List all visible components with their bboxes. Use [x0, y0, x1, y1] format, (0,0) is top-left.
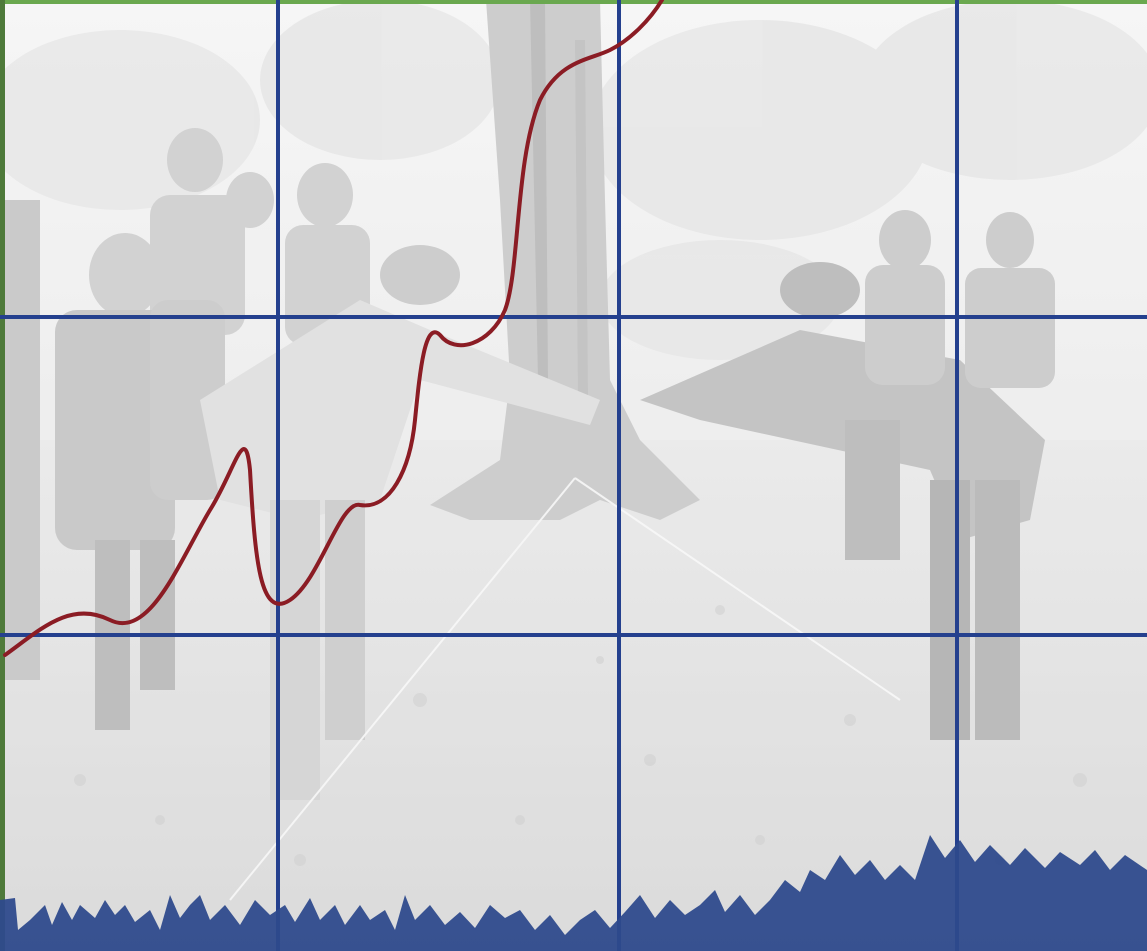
bottom-jagged-silhouette: [0, 835, 1147, 951]
ground-rope: [229, 477, 901, 901]
people-right-group: [845, 210, 1055, 560]
left-accent-bar: [0, 0, 5, 951]
leaf-litter: [74, 605, 1087, 866]
rising-wavy-curve: [3, 0, 664, 657]
foliage: [0, 0, 1147, 360]
person-leaning-right: [640, 262, 1045, 740]
top-accent-bar: [0, 0, 1147, 4]
